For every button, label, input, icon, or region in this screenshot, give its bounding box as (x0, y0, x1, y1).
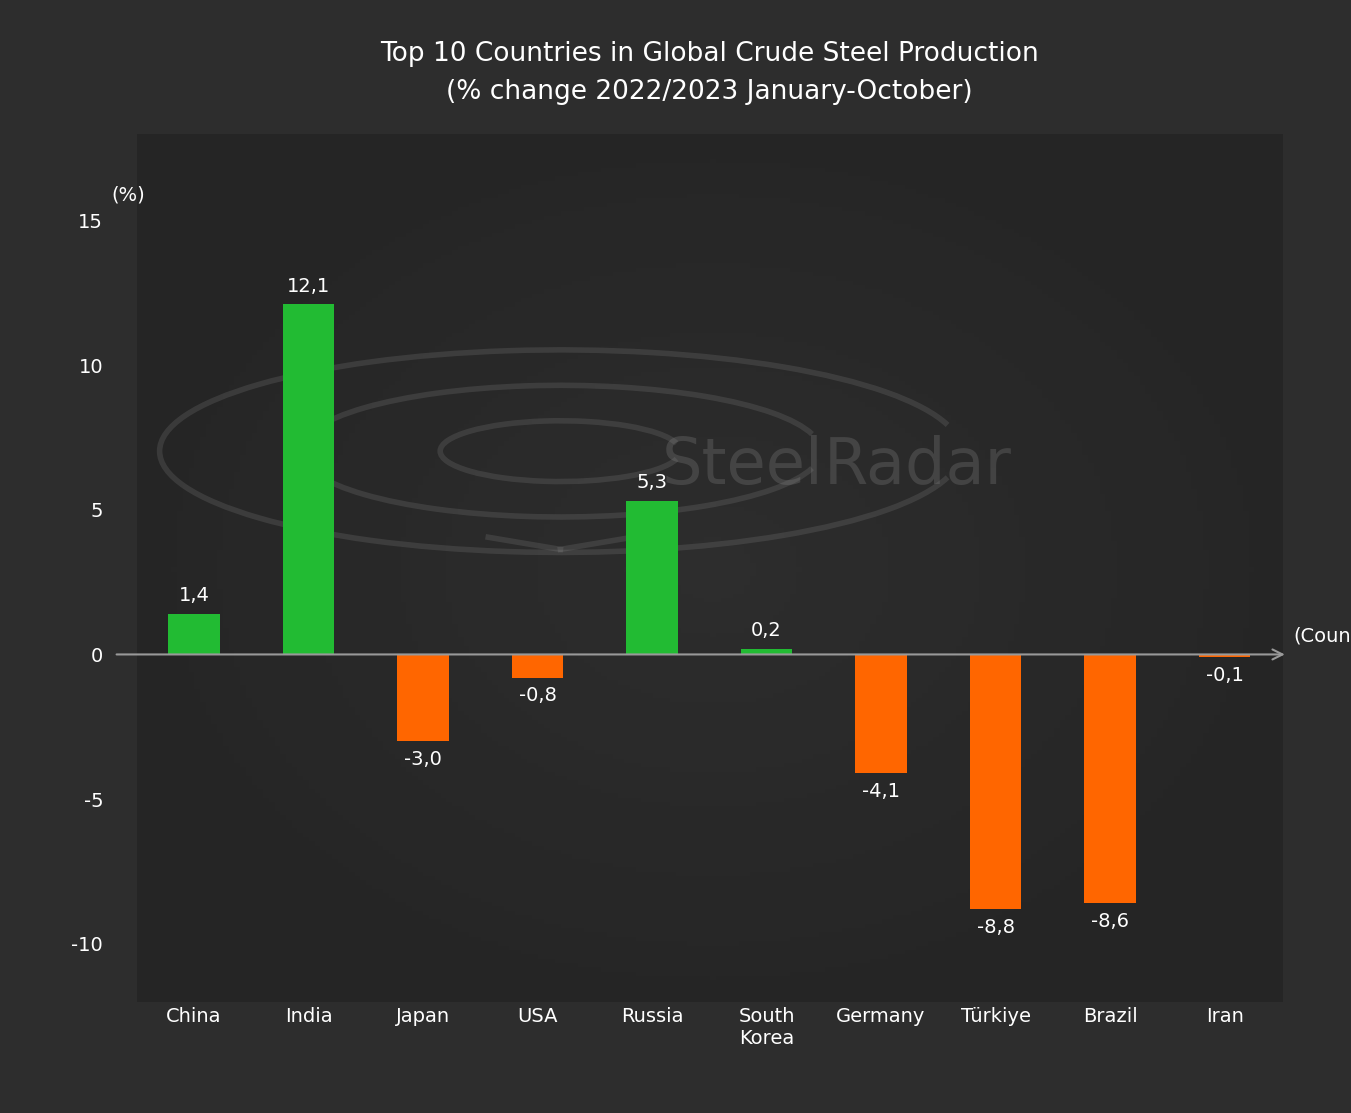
Bar (740, 649, 792, 654)
Bar (1085, 654, 1136, 904)
Bar (855, 654, 907, 774)
Text: -8,8: -8,8 (977, 918, 1015, 937)
Bar (397, 654, 449, 741)
Text: -8,6: -8,6 (1092, 912, 1129, 930)
Bar (168, 614, 220, 654)
Text: 1,4: 1,4 (178, 587, 209, 605)
Bar (282, 304, 334, 654)
Text: -3,0: -3,0 (404, 750, 442, 769)
Text: (Countries): (Countries) (1293, 627, 1351, 646)
Title: Top 10 Countries in Global Crude Steel Production
(% change 2022/2023 January-Oc: Top 10 Countries in Global Crude Steel P… (380, 41, 1039, 105)
Text: -0,1: -0,1 (1205, 666, 1243, 684)
Text: Radar: Radar (824, 435, 1012, 498)
Text: Steel: Steel (662, 435, 824, 498)
Bar (627, 501, 678, 654)
Text: -4,1: -4,1 (862, 781, 900, 800)
Text: -0,8: -0,8 (519, 687, 557, 706)
Text: 5,3: 5,3 (636, 473, 667, 492)
Bar (512, 654, 563, 678)
Text: 0,2: 0,2 (751, 621, 782, 640)
Bar (1198, 654, 1251, 658)
Text: 12,1: 12,1 (286, 277, 330, 296)
Bar (970, 654, 1021, 909)
Text: (%): (%) (112, 186, 146, 205)
